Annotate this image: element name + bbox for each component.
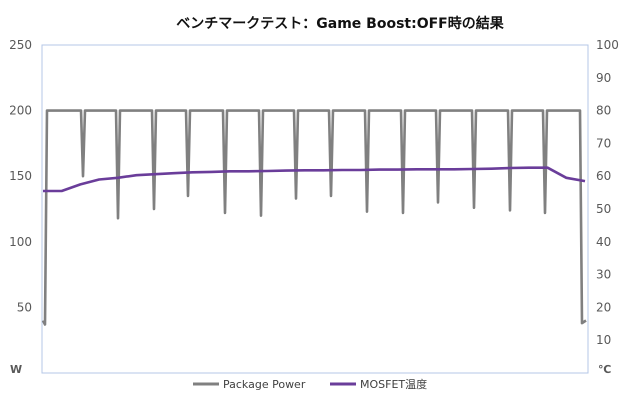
left-tick-label: 50 (17, 300, 32, 314)
right-tick-label: 40 (596, 235, 611, 249)
right-tick-label: 10 (596, 333, 611, 347)
legend-label-power: Package Power (223, 378, 306, 391)
right-axis-ticks: 10 20 30 40 50 60 70 80 90 100 (596, 38, 619, 347)
right-tick-label: 50 (596, 202, 611, 216)
left-tick-label: 100 (9, 235, 32, 249)
series-layer (41, 109, 587, 326)
right-tick-label: 100 (596, 38, 619, 52)
right-tick-label: 20 (596, 300, 611, 314)
right-tick-label: 60 (596, 169, 611, 183)
series-line-package-power (41, 109, 587, 326)
left-axis-unit: W (10, 363, 22, 376)
series-line-mosfet-temp (43, 166, 586, 193)
chart-title: ベンチマークテスト：Game Boost:OFF時の結果 (176, 15, 504, 32)
left-axis-ticks: 50 100 150 200 250 (9, 38, 32, 314)
right-tick-label: 90 (596, 71, 611, 85)
right-tick-label: 80 (596, 104, 611, 118)
legend: Package Power MOSFET温度 (193, 377, 427, 391)
left-tick-label: 150 (9, 169, 32, 183)
plot-area (41, 44, 589, 374)
right-axis-unit: ℃ (598, 363, 611, 376)
left-tick-label: 250 (9, 38, 32, 52)
right-tick-label: 70 (596, 136, 611, 150)
legend-label-temp: MOSFET温度 (360, 377, 427, 391)
left-tick-label: 200 (9, 104, 32, 118)
right-tick-label: 30 (596, 268, 611, 282)
